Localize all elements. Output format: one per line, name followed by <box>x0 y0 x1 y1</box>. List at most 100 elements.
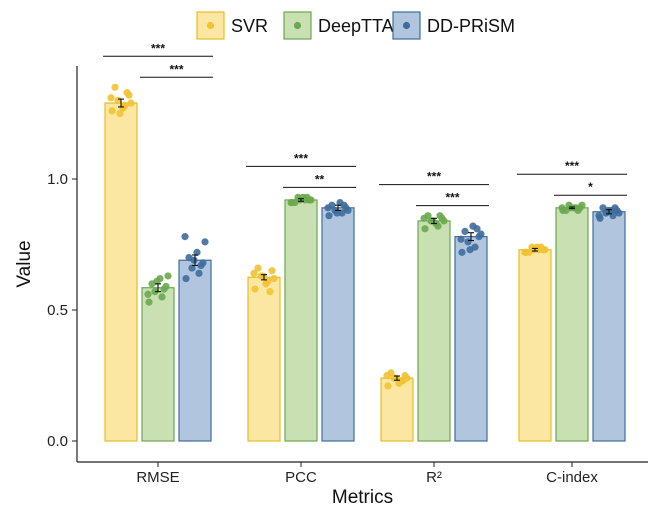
point-svr-rmse <box>116 109 124 118</box>
legend-label-deeptta: DeepTTA <box>318 16 394 36</box>
point-dd-prism-c-index <box>595 212 603 220</box>
point-dd-prism-pcc <box>340 201 348 209</box>
legend-key-point <box>402 21 411 30</box>
point-dd-prism-r2 <box>466 246 474 254</box>
legend-label-svr: SVR <box>231 16 268 36</box>
bar-deeptta-rmse <box>141 287 175 442</box>
y-tick-label: 1.0 <box>47 171 68 188</box>
point-svr-pcc <box>251 285 259 293</box>
point-svr-r2 <box>399 377 407 385</box>
point-dd-prism-c-index <box>611 204 619 212</box>
point-dd-prism-pcc <box>325 212 333 220</box>
point-svr-c-index <box>521 248 529 256</box>
bar-dd-prism-pcc <box>321 207 355 442</box>
point-dd-prism-rmse <box>188 264 196 272</box>
bar-svr-pcc <box>247 276 281 442</box>
legend-key-svr <box>196 11 225 40</box>
significance-label: *** <box>169 62 183 76</box>
point-dd-prism-pcc <box>338 209 346 217</box>
point-deeptta-r2 <box>420 214 428 222</box>
error-bars <box>118 98 612 381</box>
point-dd-prism-rmse <box>193 248 201 256</box>
point-dd-prism-rmse <box>181 233 189 241</box>
significance-label: ** <box>315 172 325 186</box>
point-svr-rmse <box>107 94 115 102</box>
x-tick-label-rmse: RMSE <box>136 469 179 486</box>
point-dd-prism-rmse <box>190 256 198 264</box>
point-svr-pcc <box>250 269 258 277</box>
point-dd-prism-c-index <box>604 206 612 215</box>
y-tick-label: 0.5 <box>47 302 68 319</box>
point-dd-prism-r2 <box>477 230 485 238</box>
point-dd-prism-rmse <box>201 238 209 246</box>
point-svr-r2 <box>383 371 391 380</box>
point-deeptta-c-index <box>578 201 586 209</box>
point-svr-rmse <box>123 88 131 97</box>
bar-svr-rmse <box>104 102 138 442</box>
point-dd-prism-r2 <box>457 235 465 243</box>
point-dd-prism-rmse <box>182 274 190 283</box>
point-dd-prism-r2 <box>473 225 481 233</box>
point-svr-pcc <box>254 264 262 272</box>
point-dd-prism-c-index <box>615 209 623 217</box>
point-svr-pcc <box>266 288 274 296</box>
point-dd-prism-pcc <box>324 204 332 212</box>
point-deeptta-pcc <box>287 198 295 207</box>
significance-label: *** <box>427 170 441 184</box>
legend: SVR DeepTTA DD-PRiSM <box>196 11 515 40</box>
point-svr-r2 <box>384 382 392 390</box>
bar-deeptta-r2 <box>417 220 451 442</box>
legend-label-dd-prism: DD-PRiSM <box>427 16 515 36</box>
significance-label: * <box>588 180 593 194</box>
point-deeptta-rmse <box>158 293 166 301</box>
point-svr-pcc <box>268 267 276 275</box>
point-svr-pcc <box>262 280 270 288</box>
bar-dd-prism-c-index <box>592 211 626 442</box>
point-svr-pcc <box>270 274 278 283</box>
point-deeptta-c-index <box>574 206 582 215</box>
bar-svr-r2 <box>380 377 414 442</box>
point-deeptta-rmse <box>144 290 152 298</box>
point-deeptta-rmse <box>164 272 172 280</box>
point-svr-rmse <box>111 83 119 91</box>
point-svr-rmse <box>108 107 116 115</box>
point-dd-prism-r2 <box>458 248 466 256</box>
significance-label: *** <box>565 159 579 173</box>
x-axis-title: Metrics <box>332 487 393 508</box>
point-dd-prism-pcc <box>333 209 341 217</box>
bar-dd-prism-r2 <box>454 236 488 442</box>
bar-dd-prism-rmse <box>178 259 212 442</box>
significance-annotations: *********** ********** <box>103 41 627 207</box>
point-deeptta-pcc <box>296 196 304 204</box>
y-axis-title: Value <box>14 240 35 287</box>
x-tick-label-r2: R² <box>426 469 442 486</box>
y-tick-label: 0.0 <box>47 433 68 450</box>
bar-svr-c-index <box>518 249 552 442</box>
point-svr-rmse <box>127 99 135 107</box>
point-deeptta-r2 <box>436 212 444 220</box>
bar-deeptta-pcc <box>284 199 318 442</box>
x-axis: RMSE PCC R² C-index <box>77 461 648 486</box>
point-deeptta-c-index <box>558 204 566 212</box>
point-deeptta-rmse <box>153 277 161 285</box>
x-tick-label-pcc: PCC <box>285 469 317 486</box>
point-deeptta-rmse <box>145 298 153 306</box>
point-dd-prism-rmse <box>195 269 203 277</box>
point-deeptta-r2 <box>440 217 448 225</box>
significance-label: *** <box>151 41 165 55</box>
point-svr-c-index <box>530 246 538 254</box>
point-deeptta-r2 <box>421 225 429 233</box>
point-deeptta-pcc <box>303 193 311 201</box>
point-deeptta-rmse <box>160 285 168 293</box>
x-tick-label-c-index: C-index <box>546 469 598 486</box>
bars <box>104 102 626 442</box>
point-deeptta-r2 <box>429 217 437 225</box>
point-deeptta-c-index <box>567 204 575 212</box>
point-dd-prism-rmse <box>197 261 205 270</box>
significance-label: *** <box>445 191 459 205</box>
y-axis: 0.0 0.5 1.0 <box>47 66 78 462</box>
point-svr-c-index <box>537 243 545 251</box>
significance-label: *** <box>294 151 308 165</box>
point-dd-prism-pcc <box>344 206 352 215</box>
